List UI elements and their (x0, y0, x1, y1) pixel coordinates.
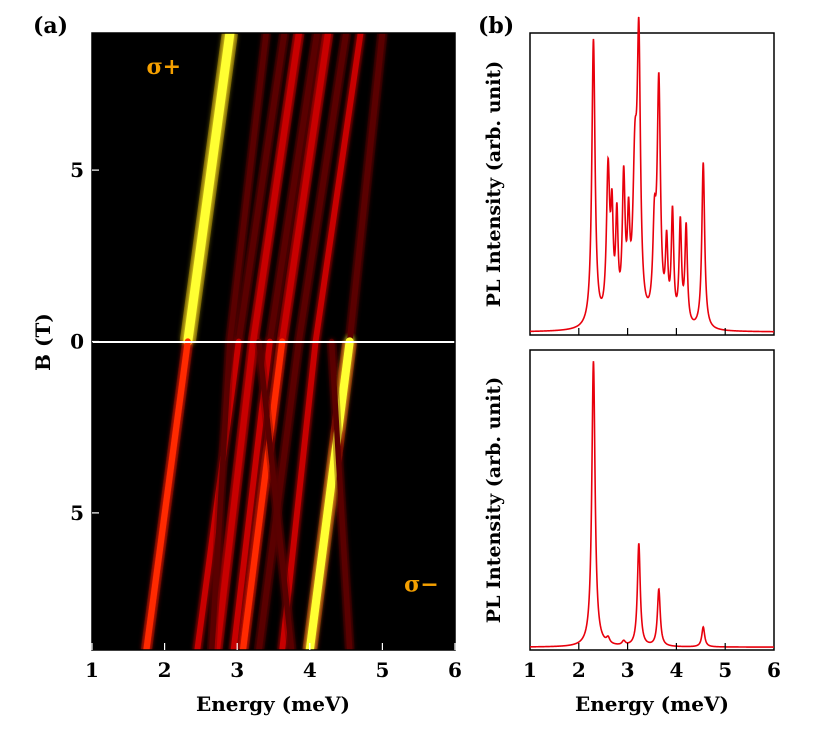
heatmap-line (183, 33, 235, 346)
heatmap-x-tick-label: 6 (448, 658, 462, 682)
heatmap-x-tick-label: 3 (230, 658, 244, 682)
spectrum-x-tick-label: 2 (572, 658, 586, 682)
spectrum-x-tick-label: 6 (767, 658, 781, 682)
heatmap-x-axis-label: Energy (meV) (196, 692, 350, 716)
spectrum-x-tick-label: 4 (669, 658, 683, 682)
panel-a-label: (a) (33, 13, 68, 39)
spectrum-x-tick-label: 5 (718, 658, 732, 682)
heatmap-line (346, 33, 386, 345)
heatmap-y-tick-label: 5 (70, 158, 84, 182)
heatmap-line (213, 338, 257, 650)
spectrum-bottom-y-axis-label: PL Intensity (arb. unit) (483, 377, 505, 623)
sigma-minus-annotation: σ− (404, 572, 439, 598)
heatmap-line (305, 337, 354, 650)
heatmap-y-axis-label: B (T) (31, 313, 55, 371)
heatmap-line (235, 33, 288, 345)
spectrum-top-frame (529, 32, 775, 336)
heatmap-line (239, 338, 286, 650)
heatmap-x-tick-label: 1 (85, 658, 99, 682)
spectra-x-axis-label: Energy (meV) (575, 692, 729, 716)
heatmap-line (328, 338, 353, 650)
heatmap-ticks: 1 2 3 4 5 6 5 0 5 (70, 158, 462, 682)
spectrum-bottom-ticks: 1 2 3 4 5 6 (523, 643, 781, 682)
heatmap-x-tick-label: 2 (158, 658, 172, 682)
heatmap-line (250, 33, 302, 345)
spectrum-top-y-axis-label: PL Intensity (arb. unit) (483, 61, 505, 307)
heatmap-line (143, 338, 191, 650)
heatmap-line (227, 33, 269, 345)
spectrum-sigma-plus-line (530, 16, 774, 333)
heatmap-line (209, 338, 233, 650)
spectrum-sigma-minus-line (530, 361, 774, 648)
heatmap-x-tick-label: 5 (375, 658, 389, 682)
heatmap-y-tick-label: 5 (70, 501, 84, 525)
sigma-plus-annotation: σ+ (146, 54, 181, 80)
heatmap-line (296, 33, 349, 345)
heatmap-line (279, 33, 332, 345)
spectrum-top-ticks (578, 328, 726, 335)
heatmap-line (267, 33, 320, 345)
spectra-panel: (b) PL Intensity (arb. unit) 1 2 3 4 5 6 PL I… (478, 13, 781, 716)
spectrum-bottom-frame (529, 349, 775, 651)
spectrum-x-tick-label: 3 (621, 658, 635, 682)
heatmap-panel: (a) 1 2 3 4 5 6 5 0 5 σ+ σ− Energy (meV) B (T) (31, 13, 462, 716)
heatmap-y-tick-label: 0 (70, 330, 84, 354)
heatmap-line (256, 338, 295, 650)
spectrum-x-tick-label: 1 (523, 658, 537, 682)
heatmap-line (312, 33, 364, 345)
heatmap-lines (140, 33, 388, 650)
heatmap-x-tick-label: 4 (303, 658, 317, 682)
panel-b-label: (b) (478, 13, 514, 39)
